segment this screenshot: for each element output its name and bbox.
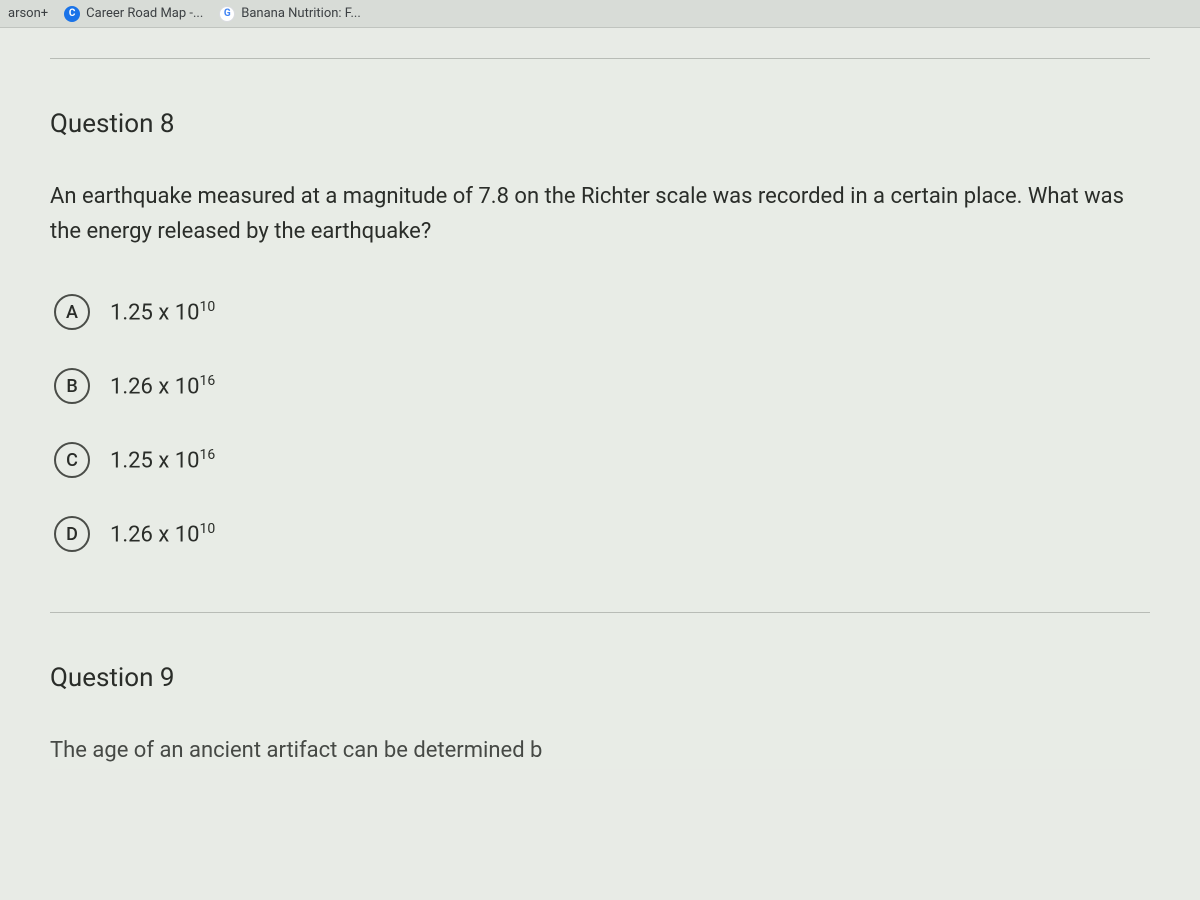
question-9-text-partial: The age of an ancient artifact can be de… bbox=[50, 733, 1150, 768]
question-8-title: Question 8 bbox=[50, 109, 1150, 139]
option-text-c: 1.25 x 1016 bbox=[110, 447, 215, 473]
option-text-d: 1.26 x 1010 bbox=[110, 521, 215, 547]
question-8-text: An earthquake measured at a magnitude of… bbox=[50, 179, 1150, 249]
option-b[interactable]: B 1.26 x 1016 bbox=[54, 368, 1150, 404]
bookmark-banana-nutrition[interactable]: G Banana Nutrition: F... bbox=[219, 6, 361, 22]
favicon-c-icon: C bbox=[64, 6, 80, 22]
bookmark-arson[interactable]: arson+ bbox=[8, 6, 48, 21]
bookmark-career-roadmap[interactable]: C Career Road Map -... bbox=[64, 6, 203, 22]
bookmark-label: arson+ bbox=[8, 6, 48, 21]
quiz-container: Question 8 An earthquake measured at a m… bbox=[50, 58, 1150, 769]
bookmark-label: Banana Nutrition: F... bbox=[241, 6, 361, 21]
favicon-g-icon: G bbox=[219, 6, 235, 22]
option-letter-b: B bbox=[54, 368, 90, 404]
option-a[interactable]: A 1.25 x 1010 bbox=[54, 294, 1150, 330]
option-text-b: 1.26 x 1016 bbox=[110, 373, 215, 399]
bookmark-label: Career Road Map -... bbox=[86, 6, 203, 21]
option-d[interactable]: D 1.26 x 1010 bbox=[54, 516, 1150, 552]
question-9-block: Question 9 The age of an ancient artifac… bbox=[50, 612, 1150, 768]
question-9-title: Question 9 bbox=[50, 663, 1150, 693]
option-letter-d: D bbox=[54, 516, 90, 552]
option-text-a: 1.25 x 1010 bbox=[110, 299, 215, 325]
option-c[interactable]: C 1.25 x 1016 bbox=[54, 442, 1150, 478]
question-8-block: Question 8 An earthquake measured at a m… bbox=[50, 58, 1150, 612]
bookmarks-bar: arson+ C Career Road Map -... G Banana N… bbox=[0, 0, 1200, 28]
option-letter-a: A bbox=[54, 294, 90, 330]
content-wrapper: Question 8 An earthquake measured at a m… bbox=[0, 28, 1200, 900]
options-list: A 1.25 x 1010 B 1.26 x 1016 C 1.25 x 101… bbox=[50, 294, 1150, 552]
option-letter-c: C bbox=[54, 442, 90, 478]
